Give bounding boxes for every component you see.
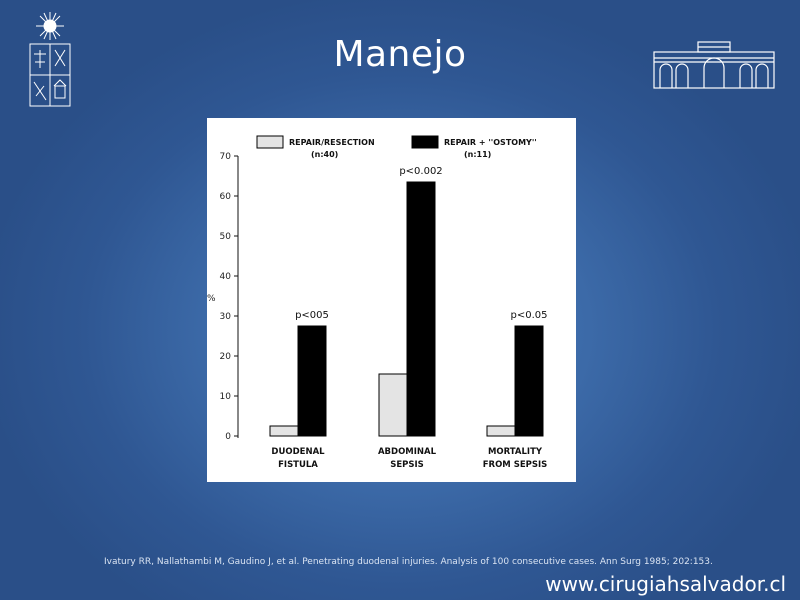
legend-label-repair-resection: REPAIR/RESECTION (289, 138, 375, 147)
y-tick-label: 70 (220, 152, 232, 162)
bar-chart: REPAIR/RESECTION (n:40) REPAIR + ''OSTOM… (207, 135, 548, 470)
website-link[interactable]: www.cirugiahsalvador.cl (545, 572, 786, 596)
category-label: ABDOMINAL (378, 447, 437, 457)
y-tick-label: 40 (220, 272, 232, 282)
bar-repair-ostomy (514, 325, 544, 437)
citation-text: Ivatury RR, Nallathambi M, Gaudino J, et… (104, 557, 713, 567)
y-tick-label: 50 (220, 232, 232, 242)
p-value-annotation: p<005 (295, 310, 329, 321)
category-label: FISTULA (278, 460, 318, 470)
category-label: MORTALITY (488, 447, 543, 457)
university-seal-icon (24, 10, 76, 110)
bar-chart-panel: REPAIR/RESECTION (n:40) REPAIR + ''OSTOM… (207, 118, 576, 482)
y-tick-label: 0 (225, 432, 231, 442)
legend-swatch-repair-ostomy (411, 135, 439, 149)
hospital-building-icon (652, 40, 776, 92)
y-tick-label: 60 (220, 192, 232, 202)
y-axis-label: % (207, 294, 216, 304)
p-value-annotation: p<0.05 (511, 310, 548, 321)
legend-sub-repair-ostomy: (n:11) (464, 150, 491, 159)
legend-swatch-repair-resection (256, 135, 284, 149)
legend-label-repair-ostomy: REPAIR + ''OSTOMY'' (444, 138, 537, 147)
bar-repair-ostomy (406, 181, 436, 437)
category-label: FROM SEPSIS (483, 460, 548, 470)
y-tick-label: 10 (220, 392, 232, 402)
bar-repair-resection (486, 425, 516, 437)
category-label: DUODENAL (271, 447, 325, 457)
bar-repair-resection (269, 425, 299, 437)
y-tick-label: 30 (220, 312, 232, 322)
y-tick-label: 20 (220, 352, 232, 362)
slide-title: Manejo (333, 34, 467, 75)
legend-sub-repair-resection: (n:40) (311, 150, 338, 159)
bar-repair-resection (378, 373, 408, 437)
bar-repair-ostomy (297, 325, 327, 437)
category-label: SEPSIS (390, 460, 424, 470)
p-value-annotation: p<0.002 (399, 166, 442, 177)
